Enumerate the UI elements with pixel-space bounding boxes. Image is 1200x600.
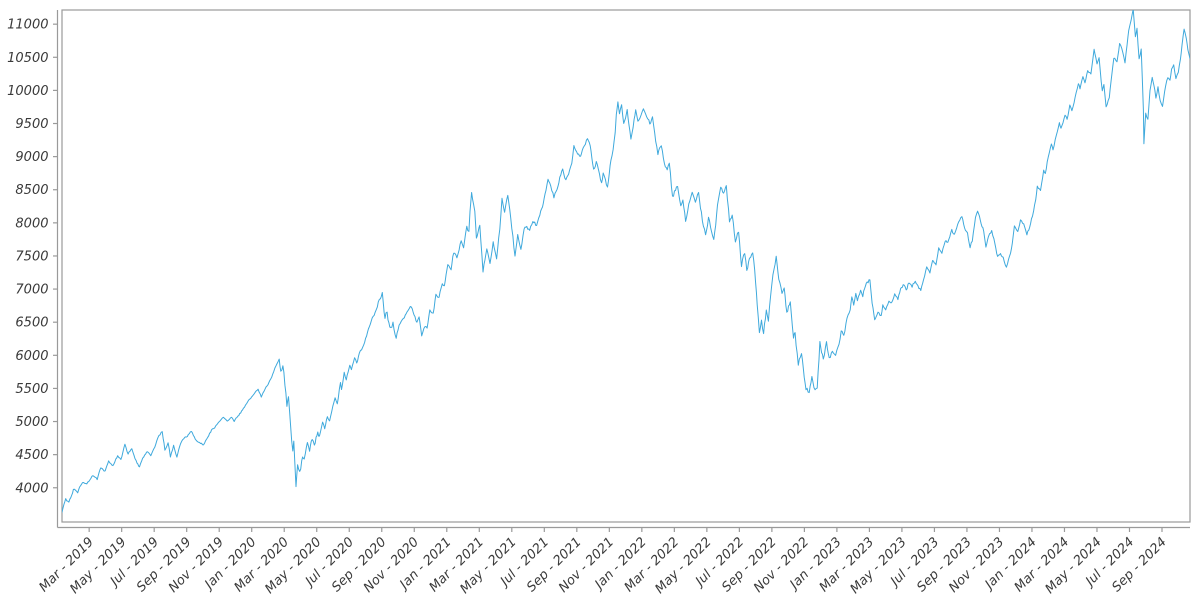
y-tick-label: 7500	[15, 249, 48, 264]
y-tick-label: 5500	[15, 382, 48, 397]
y-tick-label: 6500	[15, 316, 48, 331]
y-tick-label: 11000	[7, 18, 48, 33]
y-tick-label: 6000	[15, 349, 48, 364]
y-tick-label: 9000	[15, 150, 48, 165]
price-line	[62, 10, 1190, 513]
price-series	[62, 10, 1190, 513]
y-tick-label: 4000	[15, 481, 48, 496]
y-tick-label: 7000	[15, 283, 48, 298]
y-axis: 4000 4500 5000 5500 6000 6500 7000 7500 8000 8500…	[7, 10, 59, 528]
chart-frame	[61, 9, 1191, 523]
y-tick-label: 8000	[15, 216, 48, 231]
y-tick-label: 5000	[15, 415, 48, 430]
y-tick-label: 10000	[7, 84, 48, 99]
y-tick-label: 4500	[15, 448, 48, 463]
y-tick-label: 8500	[15, 183, 48, 198]
y-tick-label: 9500	[15, 117, 48, 132]
y-tick-label: 10500	[7, 51, 48, 66]
